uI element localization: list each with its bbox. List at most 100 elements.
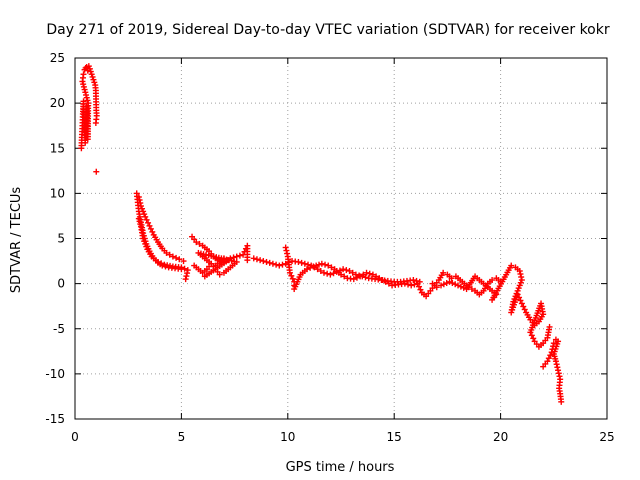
data-point-marker (518, 277, 525, 284)
data-point-marker (411, 281, 418, 288)
data-point-marker (298, 259, 305, 266)
data-point-marker (88, 71, 95, 78)
data-point-marker (85, 100, 92, 107)
data-point-marker (314, 266, 321, 273)
data-point-marker (414, 280, 421, 287)
data-point-marker (143, 243, 150, 250)
data-point-marker (284, 250, 291, 257)
data-point-marker (440, 269, 447, 276)
data-point-marker (295, 258, 302, 265)
data-point-marker (516, 267, 523, 274)
data-point-marker (282, 244, 289, 251)
data-point-marker (341, 273, 348, 280)
data-point-marker (408, 282, 415, 289)
data-point-marker (417, 286, 424, 293)
data-point-marker (353, 274, 360, 281)
data-point-marker (346, 267, 353, 274)
data-point-marker (550, 340, 557, 347)
data-point-marker (305, 261, 312, 268)
data-point-marker (263, 258, 270, 265)
data-point-marker (317, 267, 324, 274)
data-point-marker (468, 286, 475, 293)
y-tick-label: 10 (50, 186, 65, 200)
data-point-marker (149, 228, 156, 235)
data-point-marker (143, 216, 150, 223)
data-point-marker (558, 398, 565, 405)
data-point-marker (169, 253, 176, 260)
data-point-marker (244, 257, 251, 264)
data-point-marker (289, 275, 296, 282)
data-point-marker (145, 219, 152, 226)
data-point-marker (328, 264, 335, 271)
data-point-marker (382, 278, 389, 285)
data-point-marker (555, 370, 562, 377)
data-point-marker (556, 373, 563, 380)
data-point-marker (527, 329, 534, 336)
data-point-marker (140, 208, 147, 215)
y-tick-label: 25 (50, 51, 65, 65)
data-point-marker (376, 275, 383, 282)
data-point-marker (352, 271, 359, 278)
data-point-marker (80, 81, 87, 88)
data-point-marker (544, 358, 551, 365)
data-point-marker (183, 273, 190, 280)
data-point-marker (340, 266, 347, 273)
data-point-marker (401, 280, 408, 287)
data-point-marker (141, 238, 148, 245)
data-point-marker (173, 254, 180, 261)
data-point-marker (514, 291, 521, 298)
data-point-marker (82, 89, 89, 96)
data-point-marker (288, 272, 295, 279)
data-point-marker (460, 284, 467, 291)
data-point-marker (385, 280, 392, 287)
data-point-marker (547, 352, 554, 359)
data-point-marker (433, 284, 440, 291)
x-tick-label: 25 (599, 430, 614, 444)
data-series (78, 63, 565, 405)
x-tick-label: 20 (493, 430, 508, 444)
data-point-marker (142, 240, 149, 247)
data-point-marker (338, 271, 344, 278)
data-point-marker (196, 240, 203, 247)
data-point-marker (410, 277, 417, 284)
data-point-marker (517, 279, 524, 286)
data-point-marker (286, 269, 293, 276)
data-point-marker (360, 271, 367, 278)
y-tick-label: -5 (53, 322, 65, 336)
data-point-marker (457, 283, 464, 290)
grid-lines (75, 58, 607, 419)
data-point-marker (438, 282, 445, 289)
data-point-marker (357, 273, 364, 280)
x-tick-label: 10 (280, 430, 295, 444)
data-point-marker (136, 218, 143, 225)
data-point-marker (518, 274, 525, 281)
data-point-marker (84, 97, 91, 104)
y-tick-labels: -15 -10 -5 0 5 10 15 20 25 (45, 51, 65, 426)
data-point-marker (80, 83, 87, 90)
data-point-marker (163, 249, 170, 256)
y-tick-label: 15 (50, 141, 65, 155)
data-point-marker (253, 256, 260, 263)
data-point-marker (443, 280, 450, 287)
data-point-marker (552, 358, 559, 365)
data-point-marker (553, 361, 560, 368)
data-point-marker (307, 264, 314, 271)
data-point-marker (279, 261, 286, 268)
data-point-marker (276, 262, 283, 269)
data-point-marker (508, 262, 515, 269)
data-point-marker (366, 270, 373, 277)
data-point-marker (516, 294, 523, 301)
y-tick-label: 5 (57, 232, 65, 246)
data-point-marker (201, 273, 208, 280)
data-point-marker (137, 203, 144, 210)
data-point-marker (363, 269, 370, 276)
data-point-marker (440, 281, 447, 288)
data-point-marker (91, 79, 98, 86)
data-point-marker (343, 267, 350, 274)
data-point-marker (137, 221, 144, 228)
data-point-marker (193, 239, 200, 246)
plot-frame (74, 57, 608, 420)
data-point-marker (250, 255, 257, 262)
data-point-marker (93, 168, 100, 175)
data-point-marker (80, 71, 87, 78)
